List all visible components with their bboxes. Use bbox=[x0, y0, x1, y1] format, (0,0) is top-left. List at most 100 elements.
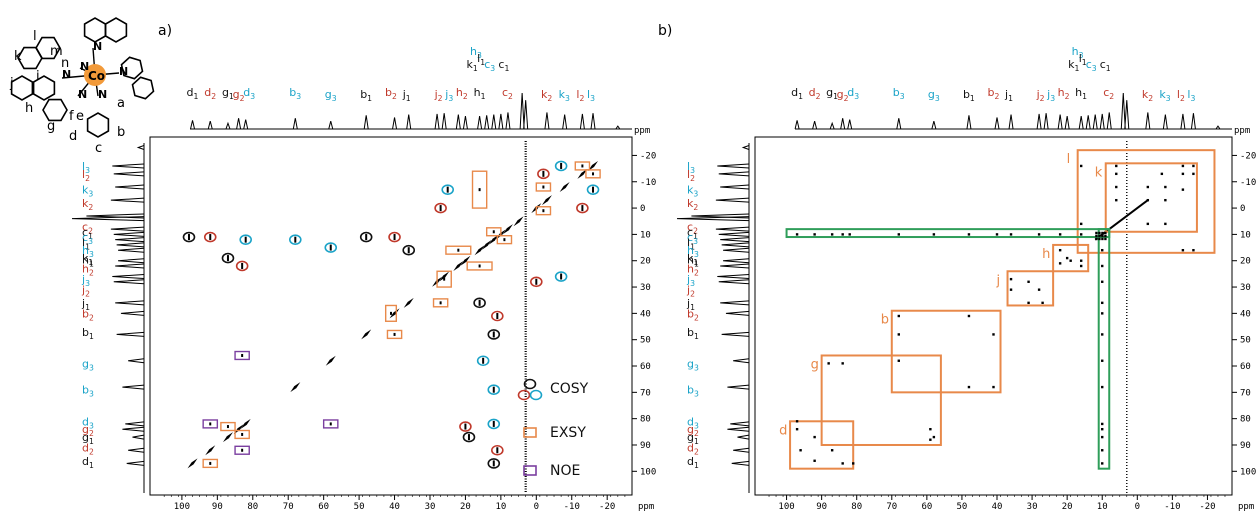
top-peak-label: k2 bbox=[541, 88, 552, 103]
cosy-peak-core bbox=[187, 234, 190, 241]
side-peak-label: k3 bbox=[82, 184, 93, 199]
atom-label: b bbox=[117, 125, 125, 140]
diagonal-peak bbox=[460, 255, 471, 266]
panel-a-label: a) bbox=[158, 23, 173, 39]
top-peak-label: h2 bbox=[456, 86, 468, 101]
atom-label: a bbox=[117, 96, 125, 111]
diagonal-peak bbox=[474, 245, 485, 256]
ring bbox=[104, 17, 128, 43]
cross-peak bbox=[1101, 427, 1104, 431]
side-peak-label: b1 bbox=[82, 326, 94, 341]
top-spectrum-peak bbox=[1162, 114, 1168, 130]
cluster-peak bbox=[1095, 231, 1098, 235]
side-spectrum-peak bbox=[720, 300, 750, 306]
cosy-cross-peak bbox=[441, 184, 455, 195]
legend-cosy-red bbox=[517, 389, 531, 401]
noe-cross-peak bbox=[234, 350, 250, 361]
cosy-cross-peak bbox=[487, 384, 501, 396]
atom-label: f bbox=[69, 109, 74, 124]
cross-peak bbox=[1181, 188, 1185, 191]
side-spectrum-peak bbox=[737, 434, 750, 440]
cross-peak bbox=[1181, 172, 1185, 176]
cross-peak bbox=[1079, 259, 1083, 262]
side-peak-label: b3 bbox=[82, 384, 94, 399]
x-tick-label: 70 bbox=[283, 502, 294, 512]
top-peak-label: j3 bbox=[444, 88, 453, 103]
top-spectrum-peak bbox=[505, 112, 511, 130]
y-tick-label: 0 bbox=[1240, 204, 1245, 214]
exsy-cross-peak bbox=[436, 270, 452, 288]
cross-peak bbox=[852, 462, 855, 465]
side-spectrum-peak bbox=[721, 242, 750, 248]
top-spectrum-peak bbox=[896, 118, 902, 130]
x-tick-label: 60 bbox=[318, 502, 329, 512]
top-peak-label: j2 bbox=[1036, 88, 1045, 103]
side-spectrum-peak bbox=[116, 331, 145, 337]
nitrogen-label: N bbox=[62, 68, 71, 81]
side-peak-label: h2 bbox=[687, 263, 699, 278]
top-peak-label: j2 bbox=[434, 88, 443, 103]
cross-peak bbox=[897, 314, 901, 318]
exsy-peak-core bbox=[226, 425, 229, 429]
y-tick-label: 100 bbox=[640, 467, 656, 477]
cross-peak bbox=[799, 449, 802, 452]
cross-peak bbox=[1146, 198, 1150, 202]
side-spectrum-peak bbox=[122, 426, 145, 432]
side-spectrum-peak bbox=[720, 237, 750, 243]
x-tick-label: 60 bbox=[921, 502, 932, 512]
noe-cross-peak bbox=[234, 445, 250, 455]
y-tick-label: 50 bbox=[640, 336, 651, 346]
top-spectrum-peak bbox=[1092, 114, 1098, 130]
cosy-cross-peak bbox=[554, 271, 568, 282]
cluster-peak bbox=[1098, 237, 1101, 241]
top-peak-label: j1 bbox=[1004, 88, 1013, 103]
top-spectrum-peak bbox=[812, 120, 818, 130]
side-spectrum-peak bbox=[718, 231, 750, 237]
cluster-peak bbox=[1095, 237, 1098, 241]
cosy-peak-core bbox=[581, 205, 584, 212]
top-peak-label: j3 bbox=[1046, 88, 1055, 103]
cross-peak bbox=[1101, 301, 1104, 305]
nitrogen-label: N bbox=[78, 88, 87, 101]
exsy-cross-peak bbox=[386, 329, 403, 340]
exsy-cross-peak bbox=[496, 235, 513, 245]
diagonal-peak bbox=[559, 182, 570, 193]
top-spectrum-peak bbox=[590, 113, 596, 130]
side-peak-label: h3 bbox=[82, 244, 94, 259]
cosy-cross-peak bbox=[182, 231, 196, 243]
cosy-cross-peak bbox=[434, 202, 447, 214]
side-peak-label: g2 bbox=[687, 423, 699, 438]
side-peak-label: c2 bbox=[687, 221, 698, 236]
correlation-box bbox=[1097, 228, 1111, 470]
cross-peak bbox=[1181, 164, 1185, 168]
exsy-peak-core bbox=[241, 432, 244, 436]
side-spectrum-peak bbox=[122, 384, 145, 390]
cross-peak bbox=[1115, 198, 1118, 202]
cosy-peak-core bbox=[439, 205, 442, 212]
cross-peak bbox=[1160, 172, 1164, 176]
top-spectrum-peak bbox=[1180, 113, 1186, 130]
cosy-peak-core bbox=[592, 186, 595, 193]
cosy-peak-core bbox=[482, 357, 485, 364]
top-peak-label: b1 bbox=[963, 88, 975, 103]
cross-peak bbox=[932, 435, 936, 439]
cross-peak bbox=[897, 233, 901, 236]
top-spectrum-peak bbox=[1215, 125, 1221, 130]
diagonal-peak bbox=[502, 224, 513, 235]
top-peak-label: h3 bbox=[1072, 45, 1084, 60]
ring bbox=[32, 75, 56, 101]
exsy-cross-peak bbox=[585, 169, 601, 179]
side-peak-label: c3 bbox=[82, 231, 93, 246]
y-tick-label: 10 bbox=[640, 230, 651, 240]
side-spectrum-peak bbox=[717, 163, 750, 169]
side-spectrum-peak bbox=[741, 145, 750, 151]
cross-peak bbox=[1101, 248, 1104, 252]
correlation-box-label: h bbox=[1042, 247, 1050, 262]
top-peak-label: l3 bbox=[587, 88, 595, 103]
cross-peak bbox=[830, 449, 834, 452]
atom-label: e bbox=[76, 109, 84, 124]
diagonal-peak bbox=[389, 308, 400, 319]
top-spectrum-peak bbox=[392, 117, 398, 130]
cosy-cross-peak bbox=[221, 252, 235, 264]
cross-peak bbox=[1058, 233, 1062, 236]
